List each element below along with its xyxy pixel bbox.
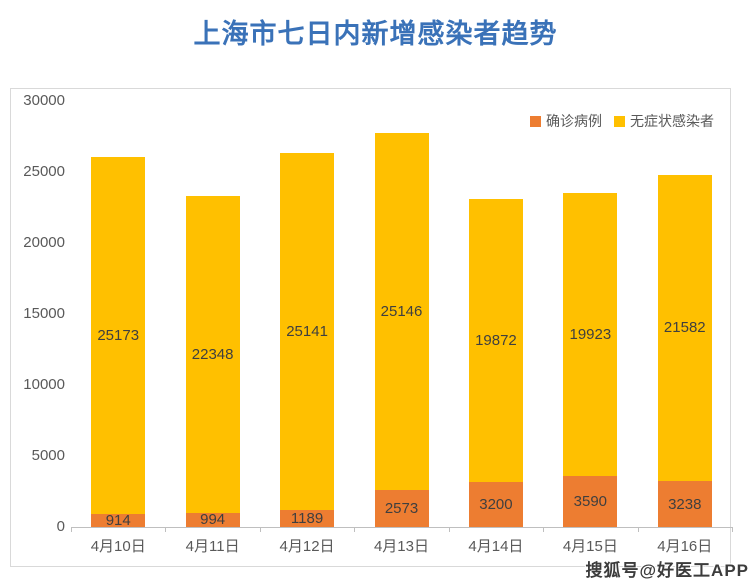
x-tick-label: 4月13日 bbox=[373, 538, 429, 555]
x-axis-tick bbox=[732, 527, 733, 532]
legend-label-asymptomatic: 无症状感染者 bbox=[630, 113, 714, 129]
x-axis-tick bbox=[448, 527, 450, 532]
legend-label-confirmed: 确诊病例 bbox=[546, 113, 602, 129]
x-tick-label: 4月14日 bbox=[468, 538, 524, 555]
bar-segment-确诊病例: 3200 bbox=[468, 481, 523, 527]
bar-segment-无症状感染者: 25146 bbox=[374, 133, 429, 491]
bar-segment-无症状感染者: 22348 bbox=[185, 195, 240, 513]
bar-segment-确诊病例: 3238 bbox=[657, 481, 712, 527]
x-tick-label: 4月12日 bbox=[279, 538, 335, 555]
x-tick-label: 4月16日 bbox=[657, 538, 713, 555]
x-axis-tick bbox=[354, 527, 356, 532]
bar-segment-无症状感染者: 19872 bbox=[468, 199, 523, 482]
confirmed-swatch-icon bbox=[530, 115, 541, 127]
bar-segment-无症状感染者: 21582 bbox=[657, 174, 712, 481]
bar-value-label: 22348 bbox=[191, 345, 234, 363]
bar-value-label: 25146 bbox=[380, 303, 423, 321]
legend-item-confirmed: 确诊病例 bbox=[530, 111, 602, 131]
page-title: 上海市七日内新增感染者趋势 bbox=[193, 19, 558, 49]
bar-value-label: 994 bbox=[200, 511, 226, 529]
x-axis-tick bbox=[71, 527, 72, 532]
bar-segment-无症状感染者: 25141 bbox=[280, 153, 335, 511]
bar-value-label: 3590 bbox=[573, 493, 608, 510]
x-axis-tick bbox=[259, 527, 261, 532]
x-tick-label: 4月10日 bbox=[90, 538, 146, 555]
bar-value-label: 25173 bbox=[97, 326, 140, 344]
x-tick-label: 4月11日 bbox=[185, 538, 240, 555]
y-tick-label: 15000 bbox=[23, 305, 65, 322]
y-tick-label: 30000 bbox=[23, 92, 65, 109]
y-tick-label: 20000 bbox=[23, 234, 65, 251]
bar-value-label: 25141 bbox=[286, 323, 328, 341]
bar-segment-无症状感染者: 25173 bbox=[91, 156, 146, 515]
y-tick-label: 5000 bbox=[31, 447, 65, 464]
bar-segment-确诊病例: 994 bbox=[185, 511, 240, 529]
bar-segment-无症状感染者: 19923 bbox=[563, 193, 618, 477]
bar-segment-确诊病例: 3590 bbox=[563, 476, 618, 527]
bar-value-label: 3200 bbox=[479, 495, 513, 513]
y-tick-label: 10000 bbox=[23, 376, 65, 393]
bar-value-label: 3238 bbox=[668, 495, 702, 513]
bar-segment-确诊病例: 1189 bbox=[280, 510, 335, 528]
x-tick-label: 4月15日 bbox=[562, 538, 618, 555]
chart-legend: 确诊病例 无症状感染者 bbox=[530, 111, 714, 131]
bar-segment-确诊病例: 2573 bbox=[374, 490, 429, 527]
bar-value-label: 21582 bbox=[663, 319, 706, 337]
bar-value-label: 914 bbox=[105, 512, 131, 529]
chart-area: 0 5000 10000 15000 20000 25000 30000 914 25173 9… bbox=[10, 88, 733, 567]
bar-value-label: 2573 bbox=[384, 500, 419, 518]
watermark: 搜狐号@好医工APP bbox=[585, 561, 749, 580]
y-tick-label: 0 bbox=[56, 518, 65, 535]
y-tick-label: 25000 bbox=[23, 163, 65, 180]
bar-segment-确诊病例: 914 bbox=[91, 512, 146, 529]
x-axis-line bbox=[71, 527, 732, 528]
x-axis-tick bbox=[543, 527, 545, 532]
bar-value-label: 1189 bbox=[290, 510, 324, 528]
x-axis-tick bbox=[637, 527, 639, 532]
bar-value-label: 19923 bbox=[569, 326, 612, 344]
bar-value-label: 19872 bbox=[475, 331, 517, 349]
asymptomatic-swatch-icon bbox=[614, 115, 625, 127]
legend-item-asymptomatic: 无症状感染者 bbox=[614, 111, 714, 131]
x-axis-tick bbox=[165, 527, 167, 532]
